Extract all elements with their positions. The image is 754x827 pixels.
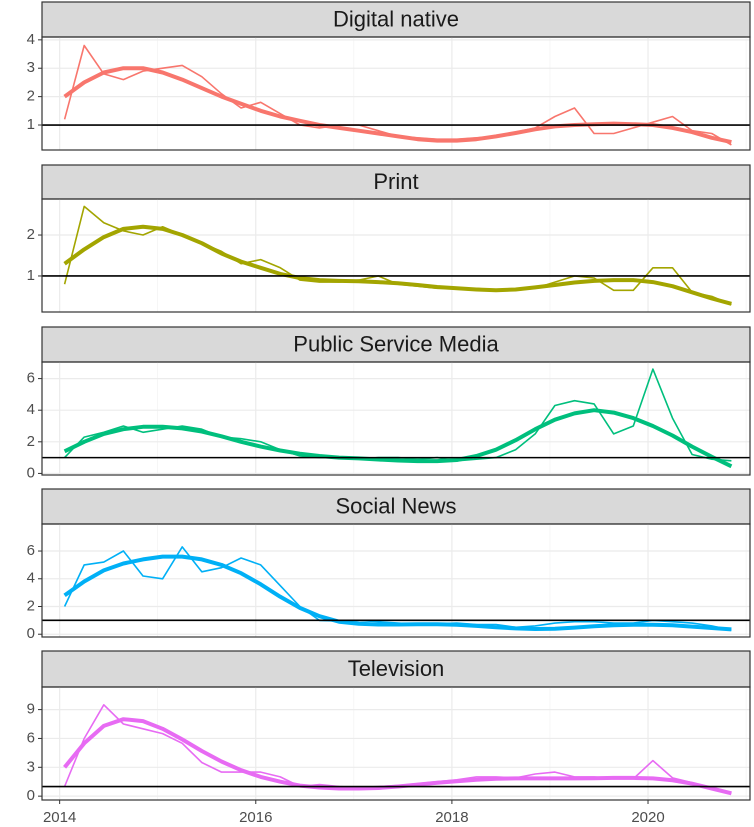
panel-border	[41, 198, 751, 313]
series-line	[63, 704, 732, 795]
panel-border	[41, 36, 751, 151]
series-line	[63, 66, 732, 145]
x-tick-label: 2020	[631, 809, 664, 826]
facet-strip	[41, 488, 751, 525]
facet-title: Print	[373, 169, 418, 194]
facet-title: Public Service Media	[293, 331, 499, 356]
facet-strip	[41, 1, 751, 38]
y-tick-label: 3	[27, 59, 35, 76]
x-tick-label: 2018	[435, 809, 468, 826]
y-tick-label: 6	[27, 542, 35, 559]
panel-border	[41, 361, 751, 476]
facet-strip	[41, 326, 751, 363]
series-line	[63, 717, 732, 796]
y-tick-label: 0	[27, 787, 35, 804]
series-line	[64, 368, 732, 462]
y-tick-label: 6	[27, 370, 35, 387]
series-line	[63, 44, 732, 146]
series-line	[63, 408, 733, 469]
series-line	[63, 224, 732, 306]
y-tick-label: 2	[27, 433, 35, 450]
y-tick-label: 2	[27, 597, 35, 614]
y-tick-label: 2	[27, 88, 35, 105]
panel-border	[41, 523, 751, 638]
facet-strip	[41, 650, 751, 688]
series-line	[63, 554, 732, 632]
y-tick-label: 4	[27, 401, 35, 418]
y-tick-label: 4	[27, 570, 35, 587]
series-line	[63, 205, 732, 306]
y-tick-label: 2	[27, 226, 35, 243]
x-tick-label: 2014	[43, 809, 76, 826]
y-tick-label: 9	[27, 701, 35, 718]
x-tick-label: 2016	[239, 809, 272, 826]
y-tick-label: 0	[27, 625, 35, 642]
y-tick-label: 1	[27, 267, 35, 284]
y-tick-label: 4	[27, 31, 35, 48]
series-line	[63, 546, 732, 631]
y-tick-label: 0	[27, 464, 35, 481]
facet-title: Digital native	[333, 6, 459, 31]
facet-title: Social News	[335, 493, 456, 518]
y-tick-label: 3	[27, 758, 35, 775]
y-tick-label: 6	[27, 729, 35, 746]
facet-strip	[41, 164, 751, 200]
y-tick-label: 1	[27, 116, 35, 133]
panel-border	[41, 686, 751, 801]
facet-title: Television	[348, 656, 445, 681]
